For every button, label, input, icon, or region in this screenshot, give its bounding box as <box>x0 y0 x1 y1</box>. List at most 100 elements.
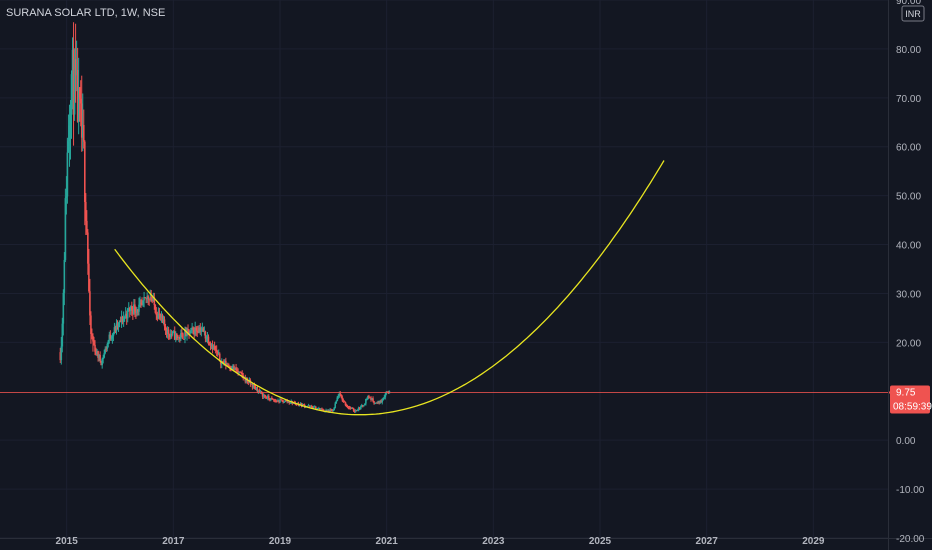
candle-body <box>299 403 302 405</box>
x-tick-label: 2019 <box>269 536 292 547</box>
candle-body <box>179 337 181 340</box>
candle-body <box>237 370 239 373</box>
y-tick-label: 20.00 <box>896 338 921 349</box>
candle-body <box>132 309 134 314</box>
candle-body <box>276 401 278 403</box>
candle-body <box>148 298 150 300</box>
candle-body <box>94 344 96 352</box>
candle-body <box>263 395 266 397</box>
candle-body <box>264 396 267 398</box>
candle-body <box>113 327 116 333</box>
currency-badge-box[interactable] <box>901 5 925 22</box>
candle-body <box>124 313 127 317</box>
candle-body <box>332 410 334 412</box>
candle-body <box>345 405 348 407</box>
candle-body <box>219 360 222 365</box>
currency-badge[interactable]: INR <box>901 5 925 22</box>
y-tick-label: 70.00 <box>896 94 921 105</box>
x-tick-label: 2027 <box>696 536 719 547</box>
x-tick-label: 2021 <box>376 536 399 547</box>
candle-body <box>284 400 286 402</box>
candle-body <box>349 407 352 409</box>
candle-body <box>307 405 310 407</box>
x-tick-label: 2015 <box>56 536 79 547</box>
candle-body <box>205 337 208 339</box>
price-axis[interactable]: 90.00 80.00 70.00 60.00 50.00 40.00 30.00 20.00… <box>896 0 925 545</box>
candle-body <box>259 391 262 393</box>
candle-body <box>258 390 261 393</box>
candle-body <box>156 315 159 319</box>
candle-body <box>69 114 72 126</box>
candle-body <box>89 291 91 316</box>
candle-body <box>79 98 82 104</box>
currency-label[interactable]: INR <box>905 9 921 19</box>
y-tick-label: 0.00 <box>896 436 916 447</box>
y-tick-label: 30.00 <box>896 289 921 300</box>
candle-body <box>238 371 240 373</box>
candle-body <box>247 381 250 383</box>
candle-body <box>207 336 210 344</box>
candle-body <box>255 389 258 390</box>
candle-body <box>161 315 164 321</box>
candle-body <box>189 330 191 334</box>
candle-body <box>347 407 350 408</box>
candle-body <box>116 323 119 328</box>
candle-body <box>282 400 284 403</box>
candle-body <box>76 70 79 122</box>
candle-body <box>368 395 370 398</box>
symbol-title: SURANA SOLAR LTD, 1W, NSE <box>6 7 166 19</box>
candle-body <box>210 344 213 346</box>
candle-body <box>279 399 281 403</box>
x-tick-label: 2023 <box>482 536 505 547</box>
candle-body <box>262 395 265 397</box>
candle-body <box>228 365 230 367</box>
candle-body <box>104 348 107 354</box>
candle-body <box>372 398 374 402</box>
candle-body <box>85 202 87 221</box>
candle-body <box>102 357 104 359</box>
candle-body <box>90 315 92 335</box>
candle-body <box>285 400 287 402</box>
candle-body <box>266 396 269 399</box>
candle-body <box>62 292 65 324</box>
candle-body <box>99 355 101 361</box>
candle-body <box>261 392 264 397</box>
candle-body <box>192 327 194 330</box>
candle-body <box>128 308 131 311</box>
candle-body <box>325 410 327 411</box>
candle-body <box>310 405 313 407</box>
candle-body <box>191 327 193 329</box>
candle-body <box>286 400 288 402</box>
candle-body <box>138 304 140 312</box>
candle-body <box>212 346 215 350</box>
candle-body <box>172 331 175 333</box>
candle-body <box>114 327 117 332</box>
candle-body <box>112 332 115 337</box>
candle-body <box>334 403 337 408</box>
candle-body <box>370 397 372 401</box>
candle-body <box>153 297 156 306</box>
candle-body <box>318 408 320 409</box>
candle-body <box>278 400 280 403</box>
candle-body <box>320 408 322 410</box>
y-tick-label: -10.00 <box>896 485 925 496</box>
candle-body <box>187 328 189 331</box>
y-tick-label: -20.00 <box>896 534 925 545</box>
candle-body <box>288 401 291 404</box>
candle-body <box>381 400 384 403</box>
last-price-label: 9.75 <box>896 387 916 398</box>
candle-body <box>67 141 70 153</box>
candle-body <box>68 125 71 142</box>
candle-body <box>88 263 90 292</box>
candle-body <box>326 410 328 411</box>
candle-body <box>127 308 130 309</box>
candle-body <box>364 403 366 406</box>
time-axis[interactable]: 2015 2017 2019 2021 2023 2025 2027 2029 <box>56 536 825 547</box>
candle-body <box>383 397 386 399</box>
candle-body <box>341 397 344 401</box>
candle-body <box>188 330 190 334</box>
candle-body <box>374 403 376 405</box>
